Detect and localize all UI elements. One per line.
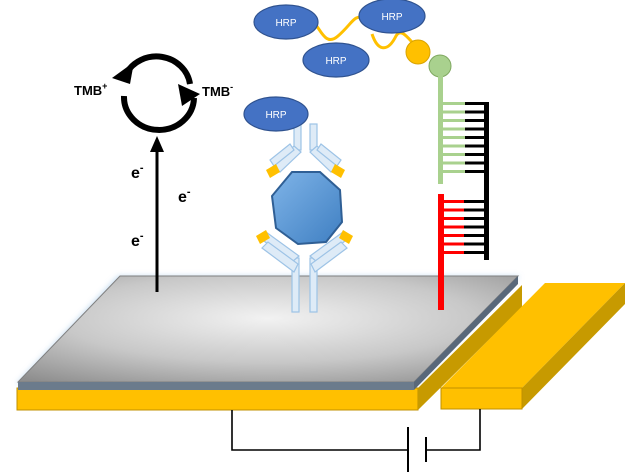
hrp-label: HRP [265, 110, 286, 121]
target-rung-black [464, 200, 484, 203]
circuit-wire-left [231, 410, 408, 451]
tmb-reduced-label: TMB- [202, 82, 233, 99]
target-rung-black [464, 225, 484, 229]
hrp-enzyme-antibody: HRP [243, 96, 309, 132]
probe-strand-green [438, 76, 443, 184]
working-electrode [16, 275, 522, 411]
probe-rung-green [443, 127, 465, 131]
capture-rung-red [444, 251, 464, 254]
hrp-label: HRP [275, 18, 296, 29]
probe-rung-green [443, 144, 465, 148]
hrp-label: HRP [325, 56, 346, 67]
hrp-label: HRP [381, 12, 402, 23]
target-rung-black [465, 144, 484, 148]
counter-electrode-front [440, 387, 523, 410]
probe-rung-green [443, 110, 465, 114]
capture-rung-red [444, 217, 464, 220]
biotin-bead [428, 54, 452, 78]
cycle-arrowhead-right [178, 84, 200, 106]
capture-rung-red [444, 242, 464, 246]
circuit-wire-right [426, 409, 481, 451]
detection-antibody [266, 123, 345, 178]
capture-rung-red [444, 234, 464, 237]
gold-substrate-side [418, 285, 522, 410]
dna-probe [438, 76, 489, 310]
cycle-arrow-top [123, 53, 193, 85]
target-rung-black [465, 153, 484, 156]
target-rung-black [464, 208, 484, 212]
antigen [270, 171, 344, 246]
target-rung-black [464, 234, 484, 237]
probe-rung-green [443, 136, 465, 139]
tmb-redox-cycle: TMB+ TMB- [74, 53, 233, 133]
external-circuit [231, 409, 481, 472]
electron-arrow-head [150, 136, 164, 152]
target-rung-black [464, 251, 484, 254]
electrode-plate-front-edge [18, 382, 414, 390]
target-rung-black [464, 217, 484, 220]
probe-rung-green [443, 102, 465, 105]
probe-rung-green [443, 161, 465, 165]
capture-rung-red [444, 225, 464, 229]
target-rung-black [465, 102, 484, 105]
counter-electrode-top [441, 283, 625, 388]
hrp-chain: HRP HRP HRP [253, 0, 452, 78]
electrode-plate-side-edge [414, 276, 518, 390]
antigen-shape [270, 171, 344, 246]
tmb-oxidized-label: TMB+ [74, 81, 107, 98]
probe-rung-green [443, 170, 465, 173]
target-rung-black [465, 110, 484, 114]
capture-rung-red [444, 200, 464, 203]
electron-label-2: e- [178, 186, 191, 206]
cycle-arrow-bottom [120, 95, 197, 133]
target-rung-black [465, 136, 484, 139]
target-rung-black [465, 170, 484, 173]
electron-label-3: e- [131, 230, 144, 250]
probe-rung-green [443, 119, 465, 122]
complementary-strand-black [484, 102, 489, 260]
probe-rung-green [443, 153, 465, 156]
capture-rung-red [444, 208, 464, 212]
capture-strand-red [438, 194, 444, 310]
capture-antibody [256, 230, 353, 313]
counter-electrode [440, 283, 625, 410]
target-rung-black [464, 242, 484, 246]
streptavidin-bead [405, 39, 431, 65]
cycle-arrowhead-left [112, 62, 134, 84]
counter-electrode-side [522, 283, 625, 409]
electron-flow: e- e- e- [131, 136, 191, 292]
gold-substrate-front [16, 387, 419, 411]
target-rung-black [465, 119, 484, 122]
target-rung-black [465, 161, 484, 165]
electron-label-1: e- [131, 162, 144, 182]
target-rung-black [465, 127, 484, 131]
